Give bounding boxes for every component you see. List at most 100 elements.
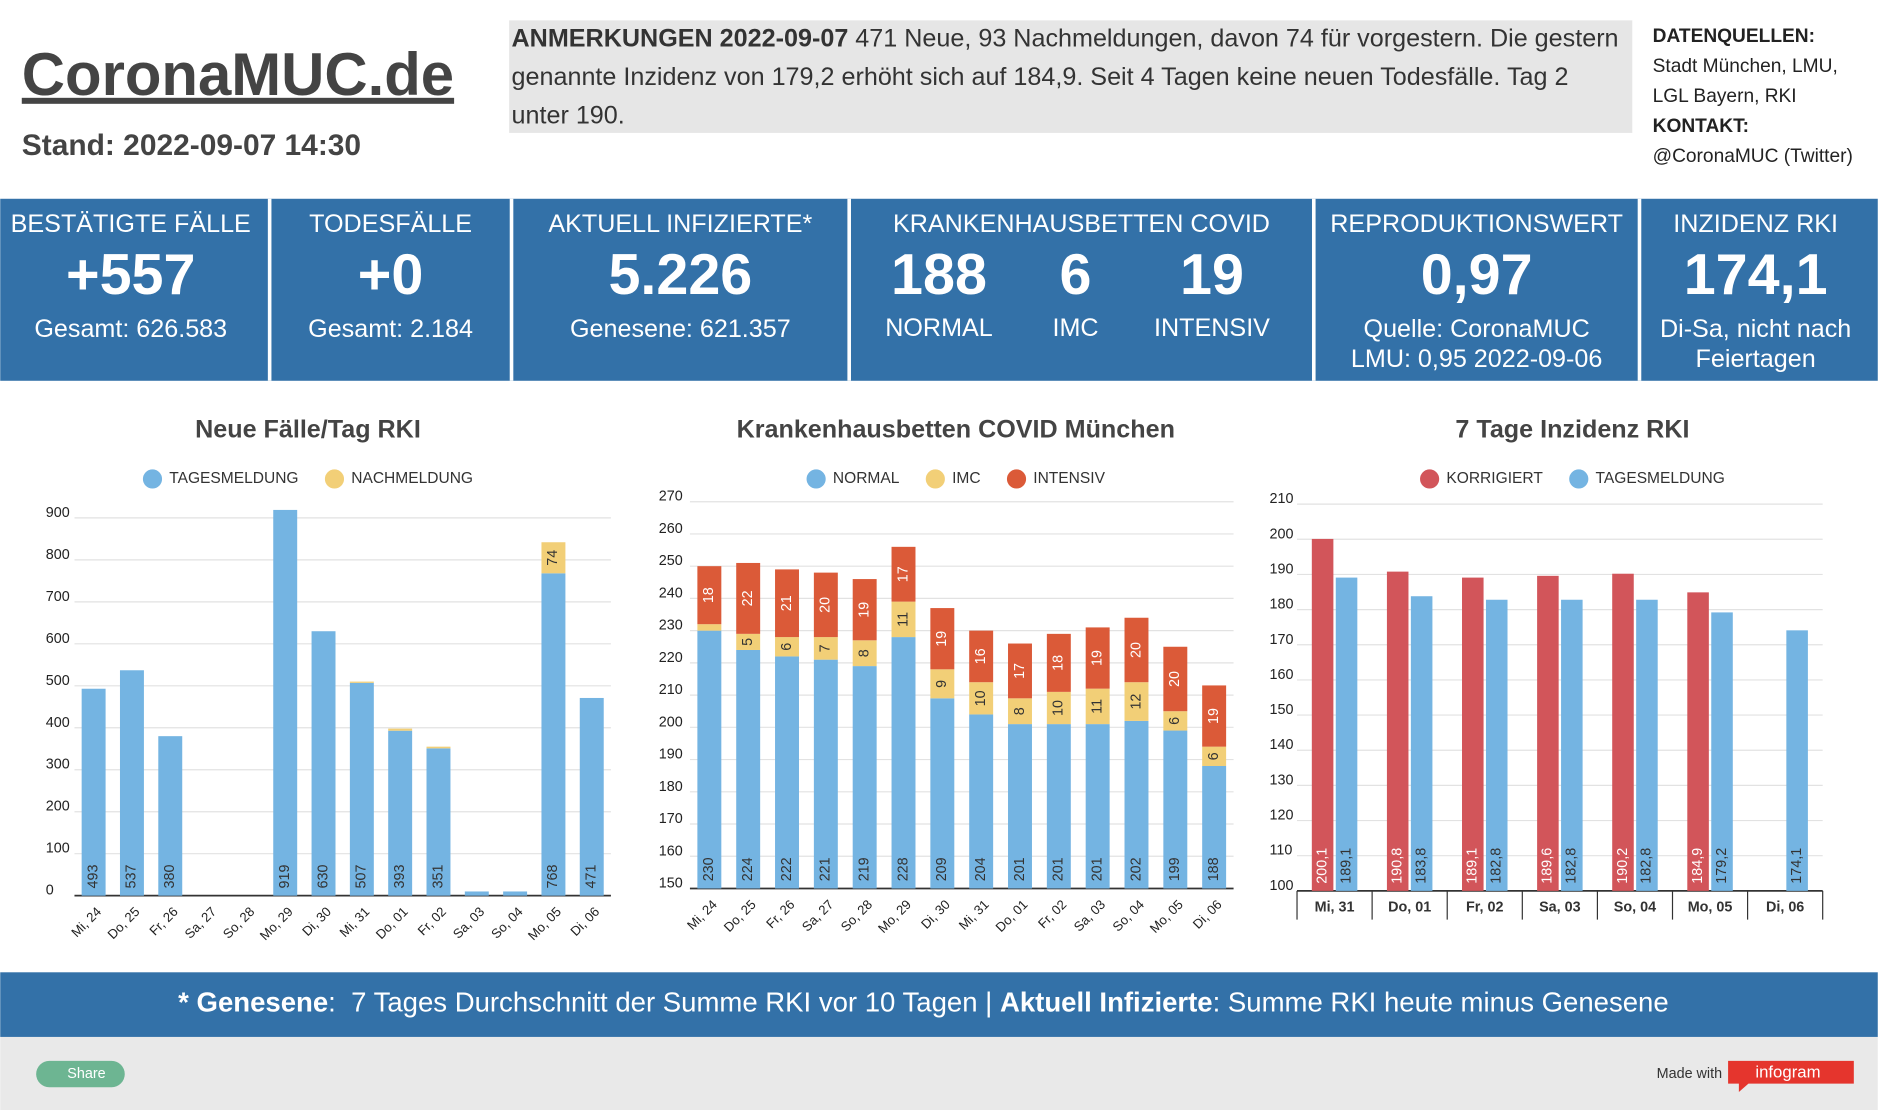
legend-swatch xyxy=(925,469,945,489)
y-tick-label: 600 xyxy=(46,631,70,647)
y-tick-label: 190 xyxy=(659,747,683,763)
share-label[interactable]: Share xyxy=(67,1066,105,1082)
y-tick-label: 0 xyxy=(46,883,54,899)
y-tick-label: 180 xyxy=(659,779,683,795)
bar xyxy=(349,682,374,896)
data-label: 201 xyxy=(1051,857,1067,881)
data-label: 12 xyxy=(1128,694,1144,710)
data-label: 471 xyxy=(584,865,600,889)
bar xyxy=(736,633,761,650)
y-tick-label: 130 xyxy=(1269,772,1293,788)
bar xyxy=(930,669,955,699)
data-label: 6 xyxy=(779,643,795,651)
footnote-part: Aktuell Infizierte xyxy=(1000,987,1213,1018)
tile-value: +557 xyxy=(66,243,195,307)
bar xyxy=(1008,698,1032,725)
y-tick-label: 200 xyxy=(46,799,70,815)
bar xyxy=(273,509,298,896)
legend-swatch xyxy=(1006,469,1027,489)
bar xyxy=(969,714,994,889)
tile-label: INTENSIV xyxy=(1154,314,1270,342)
y-tick-label: 900 xyxy=(46,505,70,521)
data-label: 209 xyxy=(934,857,950,881)
bar xyxy=(158,736,183,896)
data-label: 189,1 xyxy=(1465,848,1481,884)
tile-label: NORMAL xyxy=(885,314,993,342)
bar xyxy=(891,637,916,889)
tile-title: REPRODUKTIONSWERT xyxy=(1330,210,1623,238)
data-label: 174,1 xyxy=(1789,848,1805,884)
data-label: 10 xyxy=(973,690,989,706)
bar xyxy=(1008,724,1032,889)
data-label: 228 xyxy=(895,857,911,881)
y-tick-label: 230 xyxy=(659,618,683,634)
y-tick-label: 500 xyxy=(46,673,70,689)
legend-label: TAGESMELDUNG xyxy=(1596,470,1725,487)
data-label: 199 xyxy=(1167,857,1183,881)
bar xyxy=(541,573,566,896)
bar xyxy=(1124,682,1149,721)
bar xyxy=(1124,720,1149,889)
data-label: 9 xyxy=(934,680,950,688)
bar xyxy=(1202,685,1227,747)
bar xyxy=(930,698,955,889)
x-tick-label: Di, 06 xyxy=(1766,899,1804,915)
bar xyxy=(736,562,761,634)
legend-label: NORMAL xyxy=(833,470,900,487)
tile-value: +0 xyxy=(358,243,424,307)
bar xyxy=(697,624,722,631)
legend: TAGESMELDUNG NACHMELDUNG xyxy=(142,469,473,489)
tile-sub: Gesamt: 626.583 xyxy=(34,315,227,343)
bar xyxy=(388,728,413,731)
sources-title: DATENQUELLEN: xyxy=(1653,26,1815,47)
y-tick-label: 150 xyxy=(659,875,683,891)
brand[interactable]: infogram xyxy=(1755,1062,1820,1081)
notes-container: ANMERKUNGEN 2022-09-07 471 Neue, 93 Nach… xyxy=(512,20,1630,133)
legend-swatch xyxy=(806,469,826,489)
data-label: 219 xyxy=(856,857,872,881)
chart-title: Neue Fälle/Tag RKI xyxy=(195,416,421,444)
notes: ANMERKUNGEN 2022-09-07 471 Neue, 93 Nach… xyxy=(512,20,1630,133)
bar xyxy=(969,630,994,683)
data-label: 19 xyxy=(856,602,872,618)
brand-badge[interactable] xyxy=(1728,1060,1854,1093)
data-label: 630 xyxy=(315,865,331,889)
bar xyxy=(813,637,838,660)
data-label: 190,2 xyxy=(1615,848,1631,884)
data-label: 22 xyxy=(740,590,756,606)
data-label: 17 xyxy=(1012,663,1028,679)
data-label: 222 xyxy=(779,857,795,881)
bar xyxy=(503,891,528,896)
bar xyxy=(1085,627,1110,689)
bar xyxy=(1485,599,1508,891)
data-label: 230 xyxy=(701,857,717,881)
bar xyxy=(852,666,877,889)
data-label: 768 xyxy=(545,865,561,889)
data-label: 18 xyxy=(701,587,717,603)
bar xyxy=(1537,575,1559,891)
bottom-bar xyxy=(0,1036,1878,1110)
bar xyxy=(426,748,451,896)
data-label: 19 xyxy=(1089,650,1105,666)
data-label: 19 xyxy=(934,631,950,647)
bar xyxy=(1163,711,1188,731)
y-tick-label: 160 xyxy=(1269,667,1293,683)
tile-value: 5.226 xyxy=(608,243,752,307)
tile-title: BESTÄTIGTE FÄLLE xyxy=(11,210,251,238)
notes-box xyxy=(509,20,1633,133)
share-button[interactable] xyxy=(36,1060,125,1088)
y-tick-label: 800 xyxy=(46,547,70,563)
data-label: 201 xyxy=(1089,857,1105,881)
tile-title: TODESFÄLLE xyxy=(309,210,472,238)
y-tick-label: 150 xyxy=(1269,702,1293,718)
data-label: 18 xyxy=(1051,655,1067,671)
bar xyxy=(1786,630,1808,891)
tile-separators xyxy=(267,198,1642,381)
data-label: 204 xyxy=(973,857,989,881)
data-label: 20 xyxy=(1167,671,1183,687)
made-with: Made with xyxy=(1657,1066,1722,1082)
data-label: 182,8 xyxy=(1564,848,1580,884)
data-label: 8 xyxy=(856,649,872,657)
